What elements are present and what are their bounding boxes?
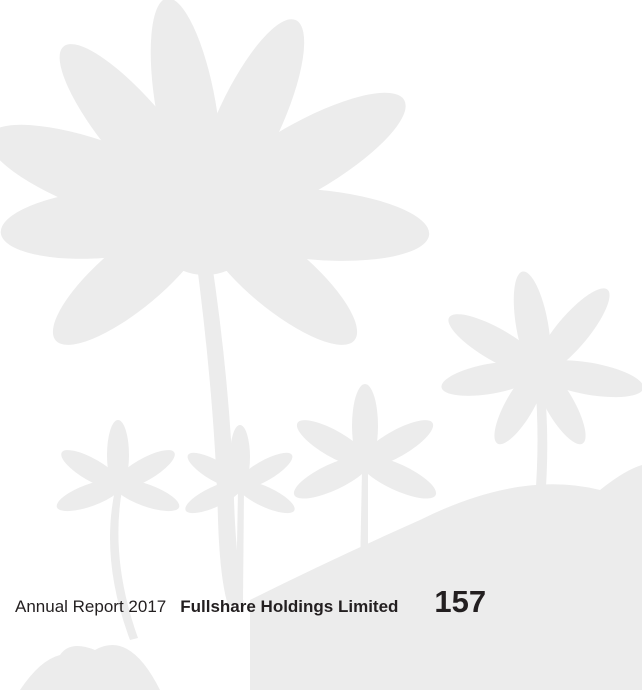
page-number: 157 <box>434 584 487 619</box>
footer: Annual Report 2017 Fullshare Holdings Li… <box>15 584 486 620</box>
company-name: Fullshare Holdings Limited <box>180 597 399 616</box>
report-title: Annual Report 2017 <box>15 597 167 616</box>
